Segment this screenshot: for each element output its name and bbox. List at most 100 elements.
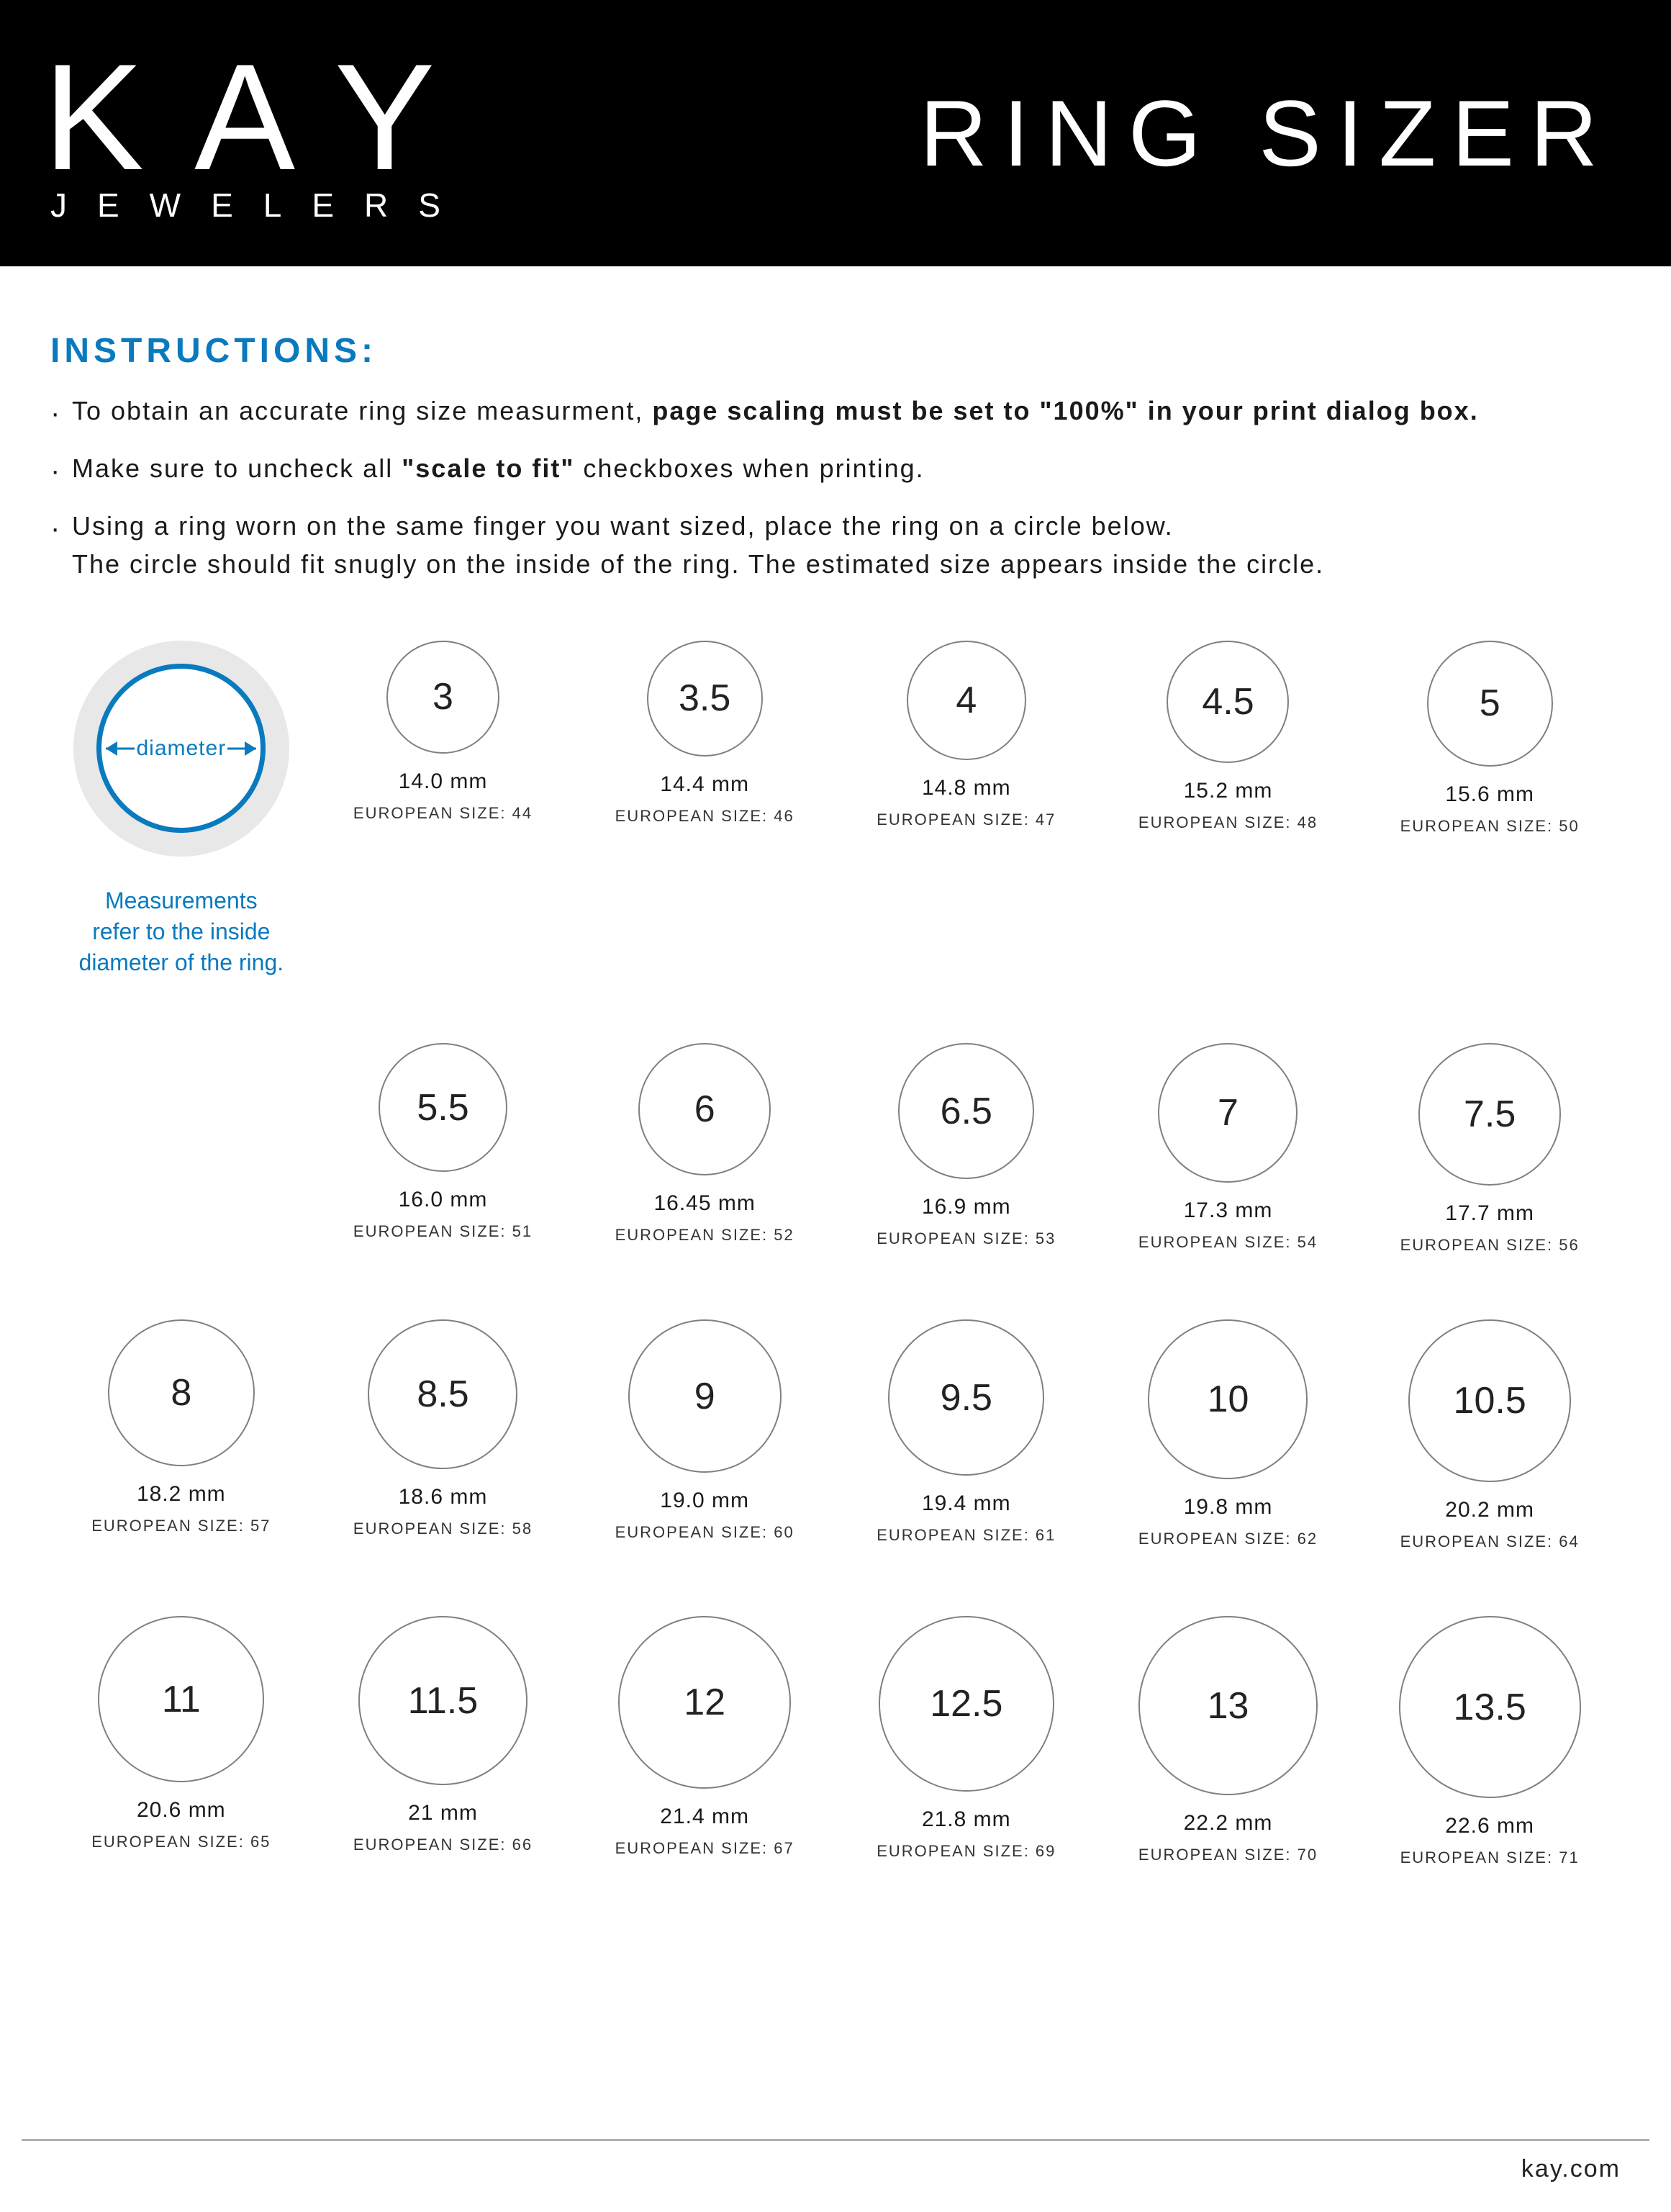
instructions-heading: INSTRUCTIONS: [50,331,1621,371]
us-size: 6 [694,1088,715,1131]
legend-caption: Measurementsrefer to the insidediameter … [79,885,284,979]
euro-label: EUROPEAN SIZE: 58 [353,1520,533,1538]
euro-label: EUROPEAN SIZE: 50 [1400,817,1580,836]
instruction-item: To obtain an accurate ring size measurme… [50,392,1621,430]
us-size: 4 [956,679,977,722]
size-cell: 10 19.8 mm EUROPEAN SIZE: 62 [1097,1319,1359,1551]
us-size: 5 [1480,682,1500,725]
mm-label: 22.2 mm [1184,1811,1273,1836]
mm-label: 19.4 mm [922,1491,1011,1516]
size-cell: 717.3 mmEUROPEAN SIZE: 54 [1097,1043,1359,1255]
size-cell: 9.519.4 mmEUROPEAN SIZE: 61 [836,1319,1097,1551]
size-circle: 4.5 [1167,641,1289,763]
size-circle: 5.5 [379,1043,507,1172]
instructions-list: To obtain an accurate ring size measurme… [50,392,1621,583]
footer: kay.com [22,2139,1649,2183]
instruction-item: Using a ring worn on the same finger you… [50,507,1621,582]
size-circle: 4 [907,641,1026,760]
us-size: 3 [433,675,453,718]
size-circle: 12.5 [879,1616,1054,1792]
mm-label: 15.2 mm [1184,779,1273,803]
euro-label: EUROPEAN SIZE: 69 [877,1842,1056,1861]
size-circle: 3 [386,641,499,754]
size-cell: 3.514.4 mmEUROPEAN SIZE: 46 [574,641,836,979]
euro-label: EUROPEAN SIZE: 46 [615,807,794,826]
mm-label: 19.8 mm [1184,1495,1273,1520]
size-circle: 12 [618,1616,791,1789]
us-size: 6.5 [941,1090,992,1133]
euro-label: EUROPEAN SIZE: 71 [1400,1848,1580,1867]
arrow-right-icon [245,741,256,756]
size-cell: 13.5 22.6 mm EUROPEAN SIZE: 71 [1359,1616,1621,1867]
logo-text: KAY [43,32,486,202]
size-cell: 6 16.45 mm EUROPEAN SIZE: 52 [574,1043,836,1255]
mm-label: 16.45 mm [653,1191,755,1216]
page-title: RING SIZER [920,79,1613,187]
us-size: 10.5 [1454,1379,1526,1422]
size-cell: 8 18.2 mm EUROPEAN SIZE: 57 [50,1319,312,1551]
mm-label: 16.9 mm [922,1195,1011,1219]
size-cell: 7.517.7 mmEUROPEAN SIZE: 56 [1359,1043,1621,1255]
us-size: 9 [694,1375,715,1418]
size-circle: 11.5 [358,1616,527,1785]
instruction-text: To obtain an accurate ring size measurme… [72,396,652,425]
footer-url: kay.com [1521,2155,1649,2183]
us-size: 3.5 [679,677,730,720]
euro-label: EUROPEAN SIZE: 51 [353,1222,533,1241]
instruction-bold: page scaling must be set to "100%" in yo… [652,396,1478,425]
size-cell: 4 14.8 mm EUROPEAN SIZE: 47 [836,641,1097,979]
mm-label: 20.6 mm [137,1798,226,1823]
ring-size-chart: diameter Measurementsrefer to the inside… [50,641,1621,1868]
mm-label: 17.7 mm [1445,1201,1534,1226]
euro-label: EUROPEAN SIZE: 57 [91,1517,271,1535]
mm-label: 18.6 mm [399,1485,488,1509]
size-cell: 9 19.0 mm EUROPEAN SIZE: 60 [574,1319,836,1551]
size-circle: 6.5 [898,1043,1034,1179]
euro-label: EUROPEAN SIZE: 52 [615,1226,794,1245]
mm-label: 18.2 mm [137,1482,226,1507]
euro-label: EUROPEAN SIZE: 47 [877,811,1056,829]
size-circle: 7.5 [1418,1043,1561,1186]
size-cell: 11.521 mmEUROPEAN SIZE: 66 [312,1616,574,1867]
mm-label: 20.2 mm [1445,1498,1534,1522]
diameter-label: diameter [136,736,226,761]
size-circle: 7 [1158,1043,1298,1183]
size-circle: 13.5 [1399,1616,1581,1798]
size-circle: 3.5 [647,641,763,757]
us-size: 13 [1208,1684,1249,1728]
euro-label: EUROPEAN SIZE: 70 [1138,1846,1318,1864]
size-circle: 9.5 [888,1319,1044,1476]
euro-label: EUROPEAN SIZE: 62 [1138,1530,1318,1548]
size-circle: 6 [638,1043,771,1175]
size-circle: 10.5 [1408,1319,1571,1482]
mm-label: 16.0 mm [399,1188,488,1212]
size-circle: 9 [628,1319,782,1473]
euro-label: EUROPEAN SIZE: 48 [1138,813,1318,832]
instruction-item: Make sure to uncheck all "scale to fit" … [50,450,1621,487]
size-circle: 8.5 [368,1319,517,1469]
size-circle: 13 [1138,1616,1318,1795]
euro-label: EUROPEAN SIZE: 66 [353,1836,533,1854]
size-circle: 10 [1148,1319,1308,1479]
empty-cell [50,1043,312,1255]
legend-cell: diameter Measurementsrefer to the inside… [50,641,312,979]
size-cell: 6.5 16.9 mm EUROPEAN SIZE: 53 [836,1043,1097,1255]
size-cell: 515.6 mmEUROPEAN SIZE: 50 [1359,641,1621,979]
euro-label: EUROPEAN SIZE: 53 [877,1229,1056,1248]
mm-label: 19.0 mm [660,1489,749,1513]
instruction-text: checkboxes when printing. [574,453,924,483]
mm-label: 22.6 mm [1445,1814,1534,1838]
size-cell: 13 22.2 mm EUROPEAN SIZE: 70 [1097,1616,1359,1867]
legend-inner-circle: diameter [96,664,266,833]
us-size: 9.5 [941,1376,992,1419]
page: KAY® JEWELERS RING SIZER INSTRUCTIONS: T… [0,0,1671,2212]
euro-label: EUROPEAN SIZE: 60 [615,1523,794,1542]
size-cell: 1221.4 mmEUROPEAN SIZE: 67 [574,1616,836,1867]
legend-outer-circle: diameter [73,641,289,857]
size-circle: 11 [98,1616,264,1782]
size-cell: 12.521.8 mmEUROPEAN SIZE: 69 [836,1616,1097,1867]
us-size: 8 [171,1371,191,1414]
mm-label: 14.8 mm [922,776,1011,800]
us-size: 13.5 [1454,1686,1526,1729]
us-size: 7.5 [1464,1093,1516,1136]
